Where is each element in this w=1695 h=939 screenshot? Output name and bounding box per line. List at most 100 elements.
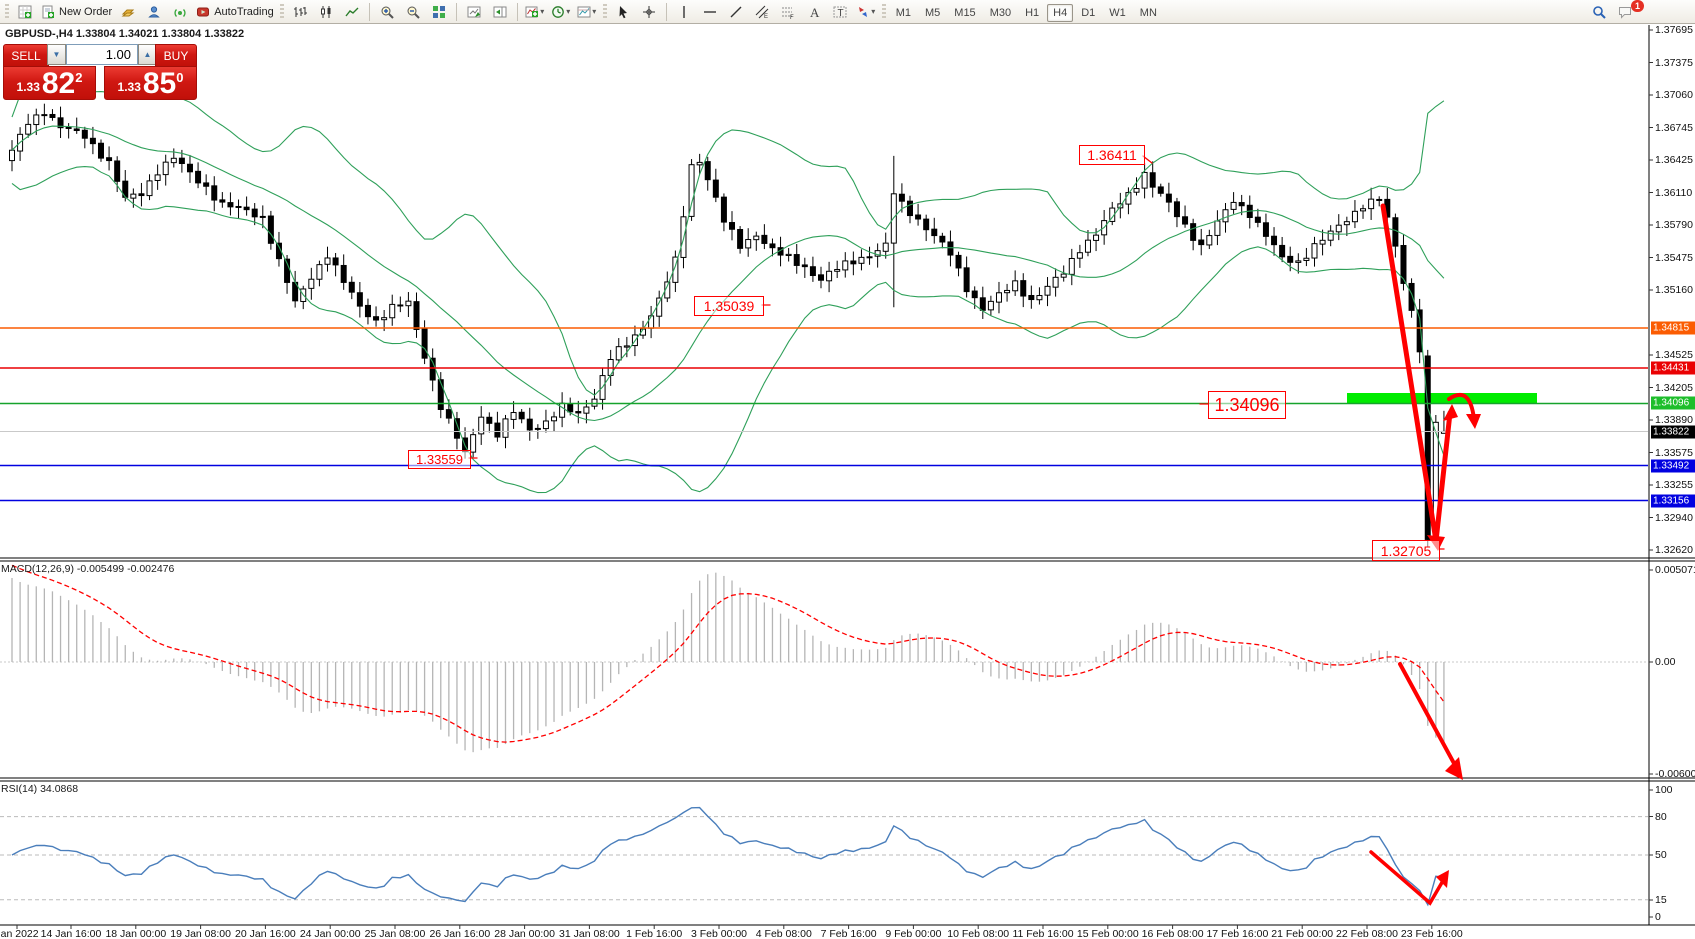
timeframe-button-w1[interactable]: W1 xyxy=(1109,6,1126,19)
new-chart-icon[interactable] xyxy=(12,1,38,23)
time-axis-label[interactable]: 11 Feb 16:00 xyxy=(1012,928,1074,939)
time-axis-label[interactable]: 28 Jan 00:00 xyxy=(494,928,555,939)
auto-scroll-icon[interactable] xyxy=(461,1,487,23)
toolbar-grip[interactable] xyxy=(5,3,9,20)
zoom-in-icon[interactable] xyxy=(374,1,400,23)
support-zone-rectangle[interactable] xyxy=(1347,393,1537,404)
price-level-badge: 1.34815 xyxy=(1651,321,1695,335)
time-axis-label[interactable]: 18 Jan 00:00 xyxy=(105,928,167,939)
price-tick-label: 1.34205 xyxy=(1655,381,1693,394)
cursor-icon[interactable] xyxy=(610,1,636,23)
time-axis-label[interactable]: 15 Feb 00:00 xyxy=(1076,928,1139,939)
trendline-icon[interactable] xyxy=(723,1,749,23)
timeframe-button-h4[interactable]: H4 xyxy=(1047,3,1074,22)
buy-price-big: 85 xyxy=(142,67,177,100)
buy-price-button[interactable]: 1.33 85 0 xyxy=(104,66,197,100)
time-axis-label[interactable]: 19 Jan 08:00 xyxy=(170,928,231,939)
timeframe-button-m5[interactable]: M5 xyxy=(925,6,941,19)
bar-chart-icon[interactable] xyxy=(287,1,313,23)
time-axis-label[interactable]: 10 Feb 08:00 xyxy=(947,928,1010,939)
horizontal-line-icon[interactable] xyxy=(697,1,723,23)
volume-input[interactable]: 1.00 xyxy=(66,44,138,65)
timeframe-button-h1[interactable]: H1 xyxy=(1025,6,1040,19)
annotation-price-label[interactable]: 1.36411 xyxy=(1079,145,1145,165)
macd-tick-label: 0.00 xyxy=(1655,656,1676,668)
buy-button[interactable]: BUY xyxy=(155,44,197,67)
line-chart-icon[interactable] xyxy=(339,1,365,23)
time-axis-label[interactable]: 26 Jan 16:00 xyxy=(429,928,491,939)
timeframe-group: M1 M5 M15 M30 H1 H4 D1 W1 MN xyxy=(889,3,1164,22)
annotation-price-label[interactable]: 1.32705 xyxy=(1372,540,1440,561)
sell-button[interactable]: SELL xyxy=(3,44,49,67)
community-icon[interactable] xyxy=(141,1,167,23)
price-tick-label: 1.33890 xyxy=(1655,414,1693,426)
fibonacci-icon[interactable]: F xyxy=(775,1,801,23)
channel-icon[interactable]: E xyxy=(749,1,775,23)
time-axis-label[interactable]: 7 Feb 16:00 xyxy=(820,928,877,939)
toolbar: New Order AutoTrading ▾ ▾ ▾ E F A xyxy=(0,0,1695,24)
price-tick-label: 1.35790 xyxy=(1655,219,1693,231)
time-axis-label[interactable]: 16 Feb 08:00 xyxy=(1141,928,1204,939)
time-axis-label[interactable]: 21 Feb 00:00 xyxy=(1271,928,1334,939)
periods-icon[interactable]: ▾ xyxy=(548,1,574,23)
deposit-icon[interactable] xyxy=(115,1,141,23)
candlesticks xyxy=(9,103,1447,548)
chart-shift-icon[interactable] xyxy=(487,1,513,23)
time-axis-label[interactable]: 14 Jan 16:00 xyxy=(40,928,102,939)
time-axis-label[interactable]: 3 Feb 00:00 xyxy=(690,928,748,939)
rsi-header: RSI(14) 34.0868 xyxy=(1,783,79,795)
text-icon[interactable]: A xyxy=(801,1,827,23)
timeframe-button-m1[interactable]: M1 xyxy=(895,6,911,19)
price-tick-label: 1.36745 xyxy=(1655,121,1693,134)
templates-icon[interactable]: ▾ xyxy=(574,1,600,23)
time-axis-label[interactable]: 20 Jan 16:00 xyxy=(235,928,296,939)
time-axis-label[interactable]: Jan 2022 xyxy=(0,928,39,939)
price-tick-label: 1.37695 xyxy=(1655,24,1693,36)
tile-windows-icon[interactable] xyxy=(426,1,452,23)
vertical-line-icon[interactable] xyxy=(671,1,697,23)
price-tick-label: 1.35475 xyxy=(1655,251,1693,264)
rsi-tick-label: 50 xyxy=(1655,849,1667,861)
arrows-icon[interactable]: ▾ xyxy=(853,1,879,23)
text-label-icon[interactable]: T xyxy=(827,1,853,23)
candlestick-icon[interactable] xyxy=(313,1,339,23)
time-axis-label[interactable]: 24 Jan 00:00 xyxy=(299,928,361,939)
autotrading-button[interactable]: AutoTrading xyxy=(193,1,277,23)
volume-decrease-button[interactable]: ▼ xyxy=(47,44,66,65)
time-axis-label[interactable]: 31 Jan 08:00 xyxy=(559,928,620,939)
annotation-price-label[interactable]: 1.33559 xyxy=(408,450,471,469)
time-axis-label[interactable]: 25 Jan 08:00 xyxy=(364,928,426,939)
price-level-badge: 1.34096 xyxy=(1651,396,1695,410)
time-axis-label[interactable]: 17 Feb 16:00 xyxy=(1206,928,1269,939)
time-axis-label[interactable]: 9 Feb 00:00 xyxy=(885,928,942,939)
timeframe-button-m15[interactable]: M15 xyxy=(954,6,976,19)
one-click-trading-panel: SELL ▼ 1.00 ▲ BUY 1.33 82 2 1.33 85 0 xyxy=(3,44,197,100)
crosshair-icon[interactable] xyxy=(636,1,662,23)
new-order-icon xyxy=(41,5,55,19)
indicators-icon[interactable]: ▾ xyxy=(522,1,548,23)
time-axis-label[interactable]: 22 Feb 08:00 xyxy=(1336,928,1398,939)
zoom-out-icon[interactable] xyxy=(400,1,426,23)
time-axis-label[interactable]: 1 Feb 16:00 xyxy=(626,928,683,939)
annotation-price-label[interactable]: 1.35039 xyxy=(694,296,764,316)
timeframe-button-d1[interactable]: D1 xyxy=(1081,6,1096,19)
macd-indicator xyxy=(0,564,1648,753)
signals-icon[interactable] xyxy=(167,1,193,23)
buy-price-pip: 0 xyxy=(176,70,184,85)
time-axis-label[interactable]: 23 Feb 16:00 xyxy=(1400,928,1463,939)
price-tick-label: 1.37060 xyxy=(1655,89,1693,101)
price-level-badge: 1.33492 xyxy=(1651,459,1695,472)
chat-icon[interactable] xyxy=(1612,1,1638,23)
macd-tick-label: -0.006003 xyxy=(1655,768,1695,780)
timeframe-button-m30[interactable]: M30 xyxy=(989,6,1012,19)
separator xyxy=(665,2,667,21)
time-axis-label[interactable]: 4 Feb 08:00 xyxy=(755,928,812,939)
search-icon[interactable] xyxy=(1586,1,1612,23)
price-tick-label: 1.33575 xyxy=(1655,446,1693,459)
annotation-price-label[interactable]: 1.34096 xyxy=(1208,391,1286,419)
price-tick-label: 1.36425 xyxy=(1655,154,1693,166)
sell-price-button[interactable]: 1.33 82 2 xyxy=(3,66,96,100)
timeframe-button-mn[interactable]: MN xyxy=(1139,6,1157,19)
new-order-button[interactable]: New Order xyxy=(38,1,115,23)
